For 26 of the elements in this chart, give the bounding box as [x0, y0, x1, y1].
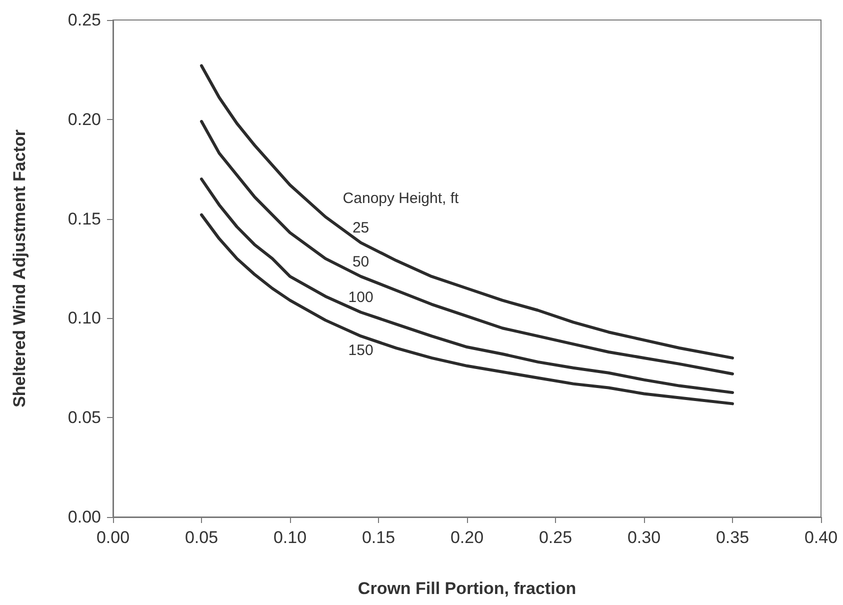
y-tick-label: 0.10 — [68, 308, 101, 328]
line-series — [200, 178, 734, 394]
x-tick-label: 0.15 — [362, 528, 396, 547]
series-label: 100 — [348, 289, 374, 306]
y-tick-label: 0.25 — [68, 10, 101, 30]
line-series — [200, 213, 734, 406]
x-tick-label: 0.35 — [716, 528, 750, 547]
x-tick-label: 0.40 — [804, 528, 838, 547]
x-tick-label: 0.05 — [184, 528, 218, 547]
line-series — [200, 120, 734, 376]
y-axis-title: Sheltered Wind Adjustment Factor — [10, 129, 29, 408]
series-label: 150 — [348, 342, 374, 360]
y-tick-label: 0.15 — [68, 209, 101, 228]
y-tick-label: 0.05 — [68, 408, 101, 428]
x-tick-label: 0.25 — [538, 528, 572, 547]
y-tick-label: 0.20 — [68, 110, 101, 129]
legend-title: Canopy Height, ft — [342, 190, 460, 208]
x-tick-label: 0.30 — [627, 528, 661, 547]
line-series — [200, 64, 734, 360]
x-tick-label: 0.00 — [96, 528, 130, 547]
x-tick-label: 0.10 — [273, 528, 307, 547]
y-tick-label: 0.00 — [68, 508, 101, 526]
x-axis-title: Crown Fill Portion, fraction — [358, 579, 576, 598]
series-label: 50 — [352, 253, 370, 270]
series-label: 25 — [352, 220, 370, 237]
x-tick-label: 0.20 — [450, 528, 484, 547]
